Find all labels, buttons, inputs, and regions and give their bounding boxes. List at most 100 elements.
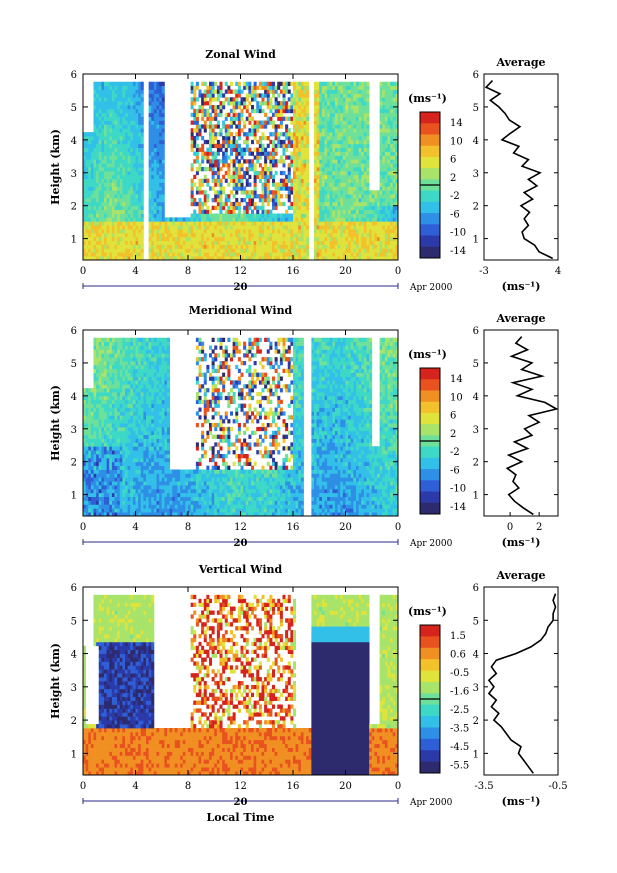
heatmap-cell	[219, 159, 223, 164]
heatmap-cell	[96, 438, 100, 443]
heatmap-cell	[306, 229, 310, 234]
heatmap-cell	[90, 403, 94, 408]
heatmap-cell	[314, 174, 318, 180]
heatmap-cell	[382, 201, 386, 207]
heatmap-cell	[295, 116, 299, 121]
heatmap-cell	[159, 217, 163, 222]
heatmap-cell	[303, 101, 307, 106]
heatmap-cell	[88, 151, 92, 156]
heatmap-cell	[195, 190, 199, 195]
heatmap-cell	[363, 186, 367, 191]
heatmap-cell	[379, 85, 383, 90]
heatmap-cell	[369, 225, 373, 230]
heatmap-cell	[329, 93, 333, 98]
heatmap-cell	[130, 225, 134, 230]
heatmap-cell	[306, 112, 310, 118]
heatmap-cell	[329, 89, 333, 94]
heatmap-cell	[96, 434, 100, 439]
heatmap-cell	[224, 143, 228, 149]
heatmap-cell	[111, 349, 115, 354]
heatmap-cell	[132, 205, 136, 211]
heatmap-cell	[272, 132, 276, 137]
heatmap-cell	[237, 143, 241, 149]
colorbar-swatch	[420, 156, 440, 169]
heatmap-cell	[282, 248, 286, 253]
heatmap-cell	[106, 105, 110, 110]
heatmap-cell	[161, 225, 165, 230]
heatmap-cell	[209, 221, 213, 226]
heatmap-cell	[303, 159, 307, 164]
heatmap-cell	[303, 252, 307, 257]
heatmap-cell	[327, 89, 331, 94]
heatmap-cell	[130, 256, 134, 261]
heatmap-cell	[98, 485, 102, 490]
heatmap-cell	[135, 221, 139, 226]
heatmap-cell	[258, 174, 262, 180]
heatmap-cell	[148, 105, 152, 110]
heatmap-cell	[109, 209, 113, 214]
heatmap-cell	[298, 124, 302, 129]
heatmap-cell	[340, 163, 344, 168]
heatmap-cell	[316, 252, 320, 257]
heatmap-cell	[93, 508, 97, 513]
heatmap-cell	[138, 105, 142, 110]
heatmap-cell	[101, 411, 105, 416]
heatmap-cell	[106, 469, 110, 474]
heatmap-cell	[188, 217, 192, 222]
heatmap-cell	[101, 426, 105, 432]
heatmap-cell	[390, 252, 394, 257]
heatmap-cell	[216, 240, 220, 245]
heatmap-cell	[214, 217, 218, 222]
heatmap-cell	[374, 248, 378, 253]
heatmap-cell	[119, 190, 123, 195]
heatmap-cell	[353, 105, 357, 110]
heatmap-cell	[106, 151, 110, 156]
heatmap-cell	[159, 93, 163, 98]
heatmap-cell	[216, 124, 220, 129]
heatmap-cell	[222, 105, 226, 110]
heatmap-cell	[106, 372, 110, 377]
heatmap-cell	[101, 108, 105, 114]
heatmap-cell	[85, 232, 89, 238]
heatmap-cell	[337, 240, 341, 245]
heatmap-cell	[104, 442, 108, 447]
heatmap-cell	[245, 236, 249, 242]
heatmap-cell	[298, 128, 302, 133]
heatmap-cell	[345, 170, 349, 176]
heatmap-cell	[93, 97, 97, 102]
heatmap-cell	[345, 128, 349, 133]
heatmap-cell	[93, 186, 97, 191]
heatmap-cell	[269, 139, 273, 145]
heatmap-cell	[138, 201, 142, 207]
heatmap-cell	[211, 236, 215, 242]
heatmap-cell	[90, 446, 94, 451]
heatmap-cell	[211, 105, 215, 110]
heatmap-cell	[335, 93, 339, 98]
heatmap-cell	[125, 248, 129, 253]
heatmap-cell	[293, 167, 297, 172]
heatmap-cell	[106, 477, 110, 482]
heatmap-cell	[119, 217, 123, 222]
heatmap-cell	[132, 256, 136, 261]
heatmap-cell	[101, 209, 105, 214]
heatmap-cell	[109, 457, 113, 463]
heatmap-cell	[148, 85, 152, 90]
heatmap-cell	[104, 120, 108, 125]
heatmap-cell	[319, 182, 323, 187]
heatmap-cell	[130, 217, 134, 222]
heatmap-cell	[340, 209, 344, 214]
heatmap-cell	[148, 186, 152, 191]
heatmap-cell	[395, 244, 399, 249]
heatmap-cell	[106, 461, 110, 467]
heatmap-cell	[114, 209, 118, 214]
heatmap-cell	[382, 159, 386, 164]
heatmap-cell	[109, 380, 113, 385]
heatmap-cell	[390, 256, 394, 261]
heatmap-cell	[387, 124, 391, 129]
heatmap-cell	[358, 194, 362, 199]
heatmap-cell	[156, 209, 160, 214]
heatmap-cell	[232, 89, 236, 94]
heatmap-cell	[293, 174, 297, 180]
heatmap-cell	[321, 139, 325, 145]
heatmap-cell	[335, 147, 339, 152]
